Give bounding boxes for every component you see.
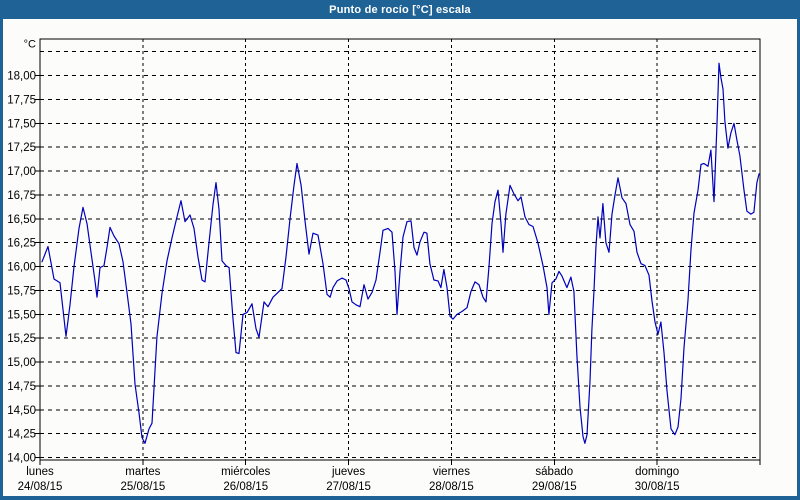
x-day-label: miércoles (221, 466, 270, 478)
x-day-label: martes (125, 466, 160, 478)
y-tick-label: 15,00 (7, 357, 36, 369)
y-tick-label: 16,50 (7, 214, 36, 226)
dewpoint-line (41, 62, 760, 444)
y-tick-label: 17,00 (7, 166, 36, 178)
x-date-label: 27/08/15 (326, 481, 371, 493)
y-tick-label: 14,25 (7, 429, 36, 441)
y-tick-label: 14,75 (7, 381, 36, 393)
x-day-label: sábado (535, 466, 573, 478)
window-title-bar: Punto de rocío [°C] escala (0, 0, 800, 19)
x-date-label: 29/08/15 (532, 481, 577, 493)
x-day-label: jueves (331, 466, 365, 478)
chart-area (3, 19, 797, 496)
y-tick-label: 16,00 (7, 262, 36, 274)
y-tick-label: 18,00 (7, 71, 36, 83)
x-date-label: 26/08/15 (223, 481, 268, 493)
x-date-label: 28/08/15 (429, 481, 474, 493)
x-day-label: domingo (635, 466, 679, 478)
y-tick-label: 14,50 (7, 405, 36, 417)
x-day-label: viernes (433, 466, 470, 478)
y-tick-label: 16,75 (7, 190, 36, 202)
y-tick-label: 15,50 (7, 309, 36, 321)
y-tick-label: 17,50 (7, 118, 36, 130)
y-tick-label: 17,75 (7, 94, 36, 106)
y-axis-unit-label: °C (24, 39, 36, 51)
x-date-label: 24/08/15 (18, 481, 63, 493)
x-day-label: lunes (26, 466, 54, 478)
y-tick-label: 17,25 (7, 142, 36, 154)
y-tick-label: 15,25 (7, 333, 36, 345)
window-title: Punto de rocío [°C] escala (329, 3, 471, 16)
plot-border (39, 38, 761, 461)
x-date-label: 30/08/15 (635, 481, 680, 493)
y-tick-label: 14,00 (7, 453, 36, 465)
y-tick-label: 16,25 (7, 238, 36, 250)
x-date-label: 25/08/15 (120, 481, 165, 493)
y-tick-label: 15,75 (7, 285, 36, 297)
